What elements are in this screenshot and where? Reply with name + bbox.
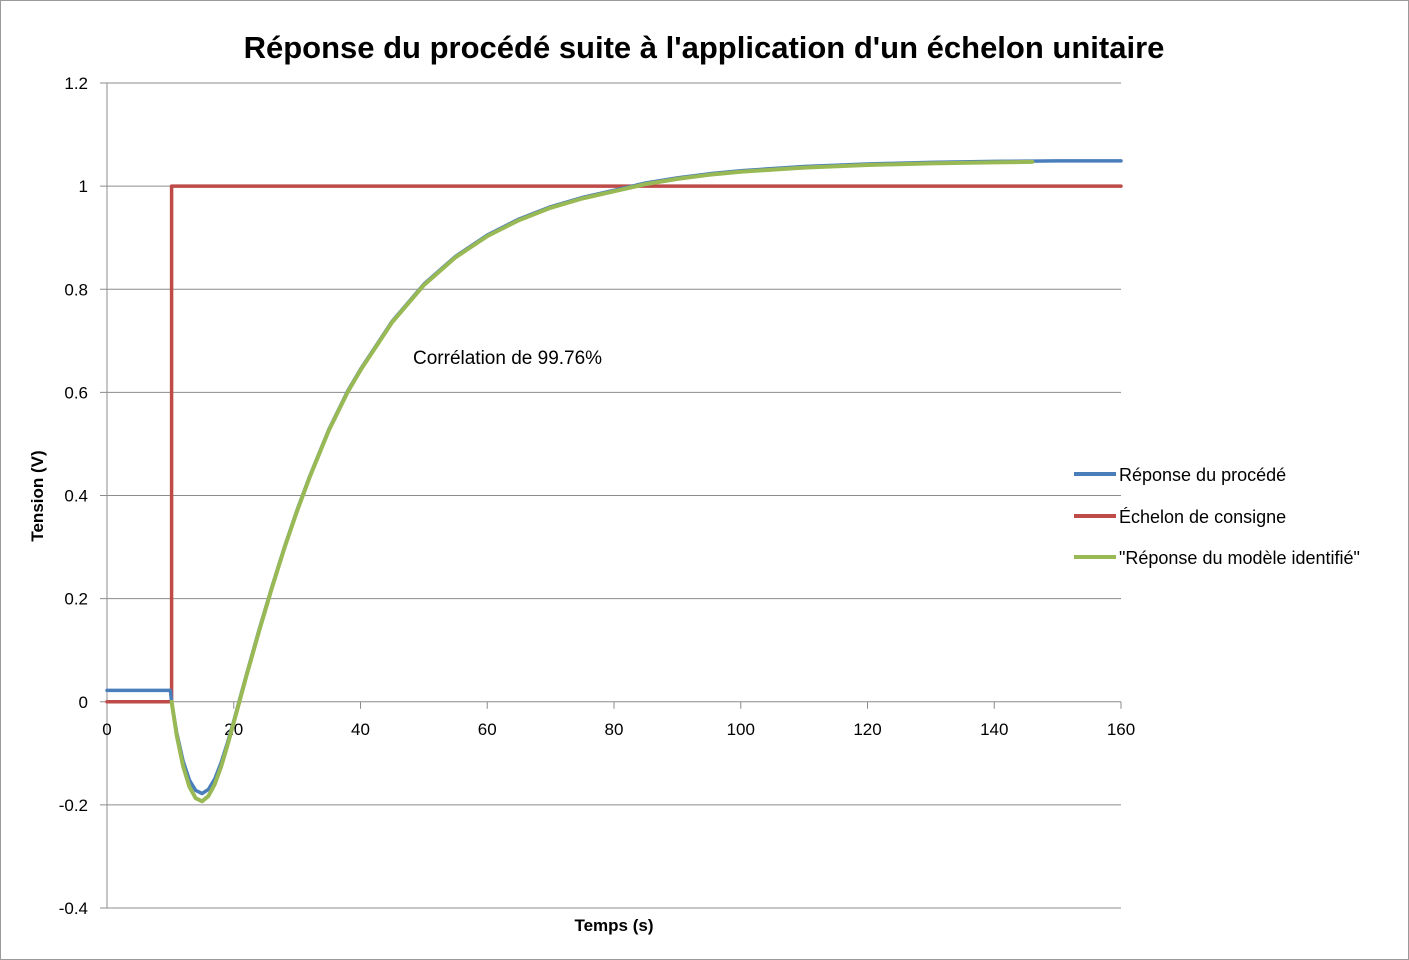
y-tick-label-8: 1.2 bbox=[64, 74, 88, 93]
series-line-2 bbox=[169, 159, 1035, 804]
x-tick-label-7: 140 bbox=[980, 720, 1008, 739]
x-tick-label-8: 160 bbox=[1107, 720, 1135, 739]
x-tick-labels: 0 20 40 60 80 100 120 140 160 bbox=[102, 720, 1135, 739]
x-tick-label-6: 120 bbox=[853, 720, 881, 739]
y-tick-label-1: -0.2 bbox=[59, 796, 88, 815]
series-line-0 bbox=[105, 159, 1123, 796]
grid-lines bbox=[107, 82, 1121, 909]
series-lines bbox=[105, 159, 1123, 804]
axes bbox=[100, 82, 1122, 909]
y-tick-label-6: 0.8 bbox=[64, 280, 88, 299]
legend-label-0: Réponse du procédé bbox=[1119, 465, 1286, 485]
series-line-1 bbox=[105, 184, 1123, 704]
y-axis-label: Tension (V) bbox=[28, 450, 47, 541]
legend-label-1: Échelon de consigne bbox=[1119, 507, 1286, 527]
legend-label-2: "Réponse du modèle identifié" bbox=[1119, 548, 1360, 568]
chart-title: Réponse du procédé suite à l'application… bbox=[244, 30, 1165, 65]
x-tick-label-4: 80 bbox=[605, 720, 624, 739]
y-tick-label-7: 1 bbox=[79, 177, 88, 196]
legend: Réponse du procédé Échelon de consigne "Ré… bbox=[1074, 465, 1360, 568]
correlation-annotation: Corrélation de 99.76% bbox=[413, 348, 602, 369]
x-tick-label-2: 40 bbox=[351, 720, 370, 739]
x-tick-label-3: 60 bbox=[478, 720, 497, 739]
y-tick-label-3: 0.2 bbox=[64, 590, 88, 609]
x-tick-label-0: 0 bbox=[102, 720, 111, 739]
y-tick-label-0: -0.4 bbox=[59, 899, 88, 918]
y-tick-labels: -0.4 -0.2 0 0.2 0.4 0.6 0.8 1 1.2 bbox=[59, 74, 88, 918]
y-tick-label-2: 0 bbox=[79, 693, 88, 712]
x-tick-label-5: 100 bbox=[727, 720, 755, 739]
x-axis-label: Temps (s) bbox=[574, 916, 653, 935]
y-tick-label-4: 0.4 bbox=[64, 487, 88, 506]
y-tick-label-5: 0.6 bbox=[64, 383, 88, 402]
